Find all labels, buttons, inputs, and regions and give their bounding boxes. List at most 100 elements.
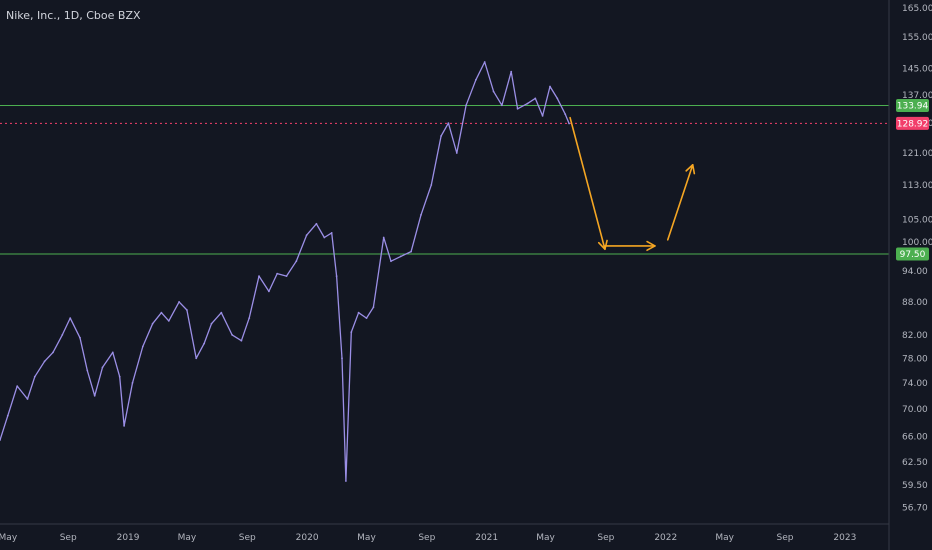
projection-arrows (569, 116, 696, 252)
x-tick-label-5: 2020 (296, 533, 319, 543)
price-point-68 (568, 122, 570, 125)
price-point-46 (382, 236, 385, 239)
y-tick-label-1: 155.00 (902, 33, 932, 43)
level-label-0: 133.94 (897, 102, 929, 112)
price-point-7 (61, 334, 64, 336)
price-point-67 (564, 113, 567, 115)
price-point-56 (475, 78, 477, 81)
level-label-1: 128.92 (897, 119, 929, 129)
y-tick-label-0: 165.00 (902, 4, 932, 14)
price-point-28 (240, 339, 243, 342)
price-point-24 (203, 342, 206, 345)
price-point-53 (447, 122, 450, 124)
price-point-0 (0, 439, 1, 441)
price-point-52 (440, 135, 442, 137)
price-point-37 (323, 236, 326, 239)
projection-segment-2 (666, 163, 694, 241)
x-tick-label-4: Sep (239, 533, 256, 543)
price-point-15 (123, 425, 125, 427)
price-point-43 (357, 311, 360, 314)
price-point-8 (69, 317, 72, 319)
price-point-17 (141, 345, 144, 348)
price-point-12 (101, 366, 104, 369)
y-tick-label-9: 94.00 (902, 267, 928, 277)
price-point-59 (501, 104, 503, 107)
price-point-3 (26, 398, 29, 400)
x-tick-label-3: May (178, 533, 197, 543)
level-label-2: 97.50 (900, 250, 926, 260)
price-point-16 (131, 382, 134, 384)
price-point-10 (86, 369, 89, 372)
price-point-20 (167, 320, 170, 322)
price-point-58 (492, 90, 495, 93)
price-point-40 (341, 357, 343, 360)
price-point-50 (420, 214, 422, 216)
level-label-bg-1 (896, 116, 929, 130)
price-point-65 (549, 85, 551, 88)
price-point-9 (79, 336, 81, 339)
price-point-35 (305, 234, 308, 237)
price-point-14 (118, 375, 121, 378)
time-axis[interactable]: May Sep 2019 May Sep 2020 May Sep 2021 May Sep 2022… (0, 533, 856, 543)
x-tick-label-13: Sep (777, 533, 794, 543)
price-point-47 (390, 260, 392, 263)
x-tick-label-0: May (0, 533, 18, 543)
price-point-30 (258, 275, 260, 277)
projection-arrowhead-2 (685, 163, 696, 175)
y-tick-label-14: 70.00 (902, 405, 928, 415)
price-point-11 (93, 394, 96, 397)
price-point-36 (315, 222, 318, 225)
price-point-64 (541, 115, 544, 117)
x-tick-label-2: 2019 (117, 533, 140, 543)
y-tick-label-5: 121.00 (902, 149, 932, 159)
price-axis[interactable]: 165.00155.00145.00137.00129.00121.00113.… (902, 4, 932, 513)
price-point-66 (556, 97, 559, 100)
price-point-39 (335, 275, 338, 277)
price-point-63 (534, 97, 537, 100)
price-series (0, 61, 570, 482)
price-point-1 (6, 414, 9, 417)
y-tick-label-2: 145.00 (902, 64, 932, 74)
price-point-55 (465, 104, 467, 107)
price-point-45 (372, 306, 375, 309)
projection-arrowhead-0 (597, 239, 608, 251)
y-tick-label-3: 137.00 (902, 91, 932, 101)
y-tick-label-15: 66.00 (902, 432, 928, 442)
price-point-23 (195, 357, 198, 360)
price-point-22 (186, 309, 188, 311)
price-point-41 (345, 480, 347, 482)
price-point-13 (111, 351, 114, 354)
price-point-21 (178, 301, 181, 303)
price-point-38 (330, 232, 333, 234)
price-point-33 (285, 275, 288, 277)
price-point-54 (455, 152, 458, 154)
price-point-49 (410, 250, 412, 253)
level-label-bg-0 (896, 99, 929, 113)
x-tick-label-11: 2022 (654, 533, 677, 543)
x-tick-label-10: Sep (597, 533, 614, 543)
price-point-27 (231, 334, 234, 336)
price-point-31 (268, 290, 270, 293)
price-point-5 (43, 360, 46, 363)
price-point-19 (160, 311, 163, 314)
price-point-25 (210, 322, 213, 325)
level-price-labels: 133.94 128.92 97.50 (896, 99, 929, 261)
price-point-6 (52, 351, 54, 354)
y-tick-label-6: 113.00 (902, 181, 932, 191)
price-point-57 (483, 61, 486, 63)
price-point-44 (365, 317, 368, 319)
x-tick-label-1: Sep (60, 533, 77, 543)
price-point-34 (295, 260, 298, 263)
projection-segment-0 (569, 116, 606, 251)
chart-title: Nike, Inc., 1D, Cboe BZX (6, 9, 141, 22)
price-point-32 (276, 272, 279, 275)
price-point-60 (510, 70, 513, 73)
y-tick-label-12: 78.00 (902, 354, 928, 364)
price-point-26 (220, 311, 223, 314)
y-tick-label-7: 105.00 (902, 215, 932, 225)
y-tick-label-18: 56.70 (902, 503, 928, 513)
y-tick-label-17: 59.50 (902, 481, 928, 491)
level-label-bg-2 (896, 247, 929, 261)
